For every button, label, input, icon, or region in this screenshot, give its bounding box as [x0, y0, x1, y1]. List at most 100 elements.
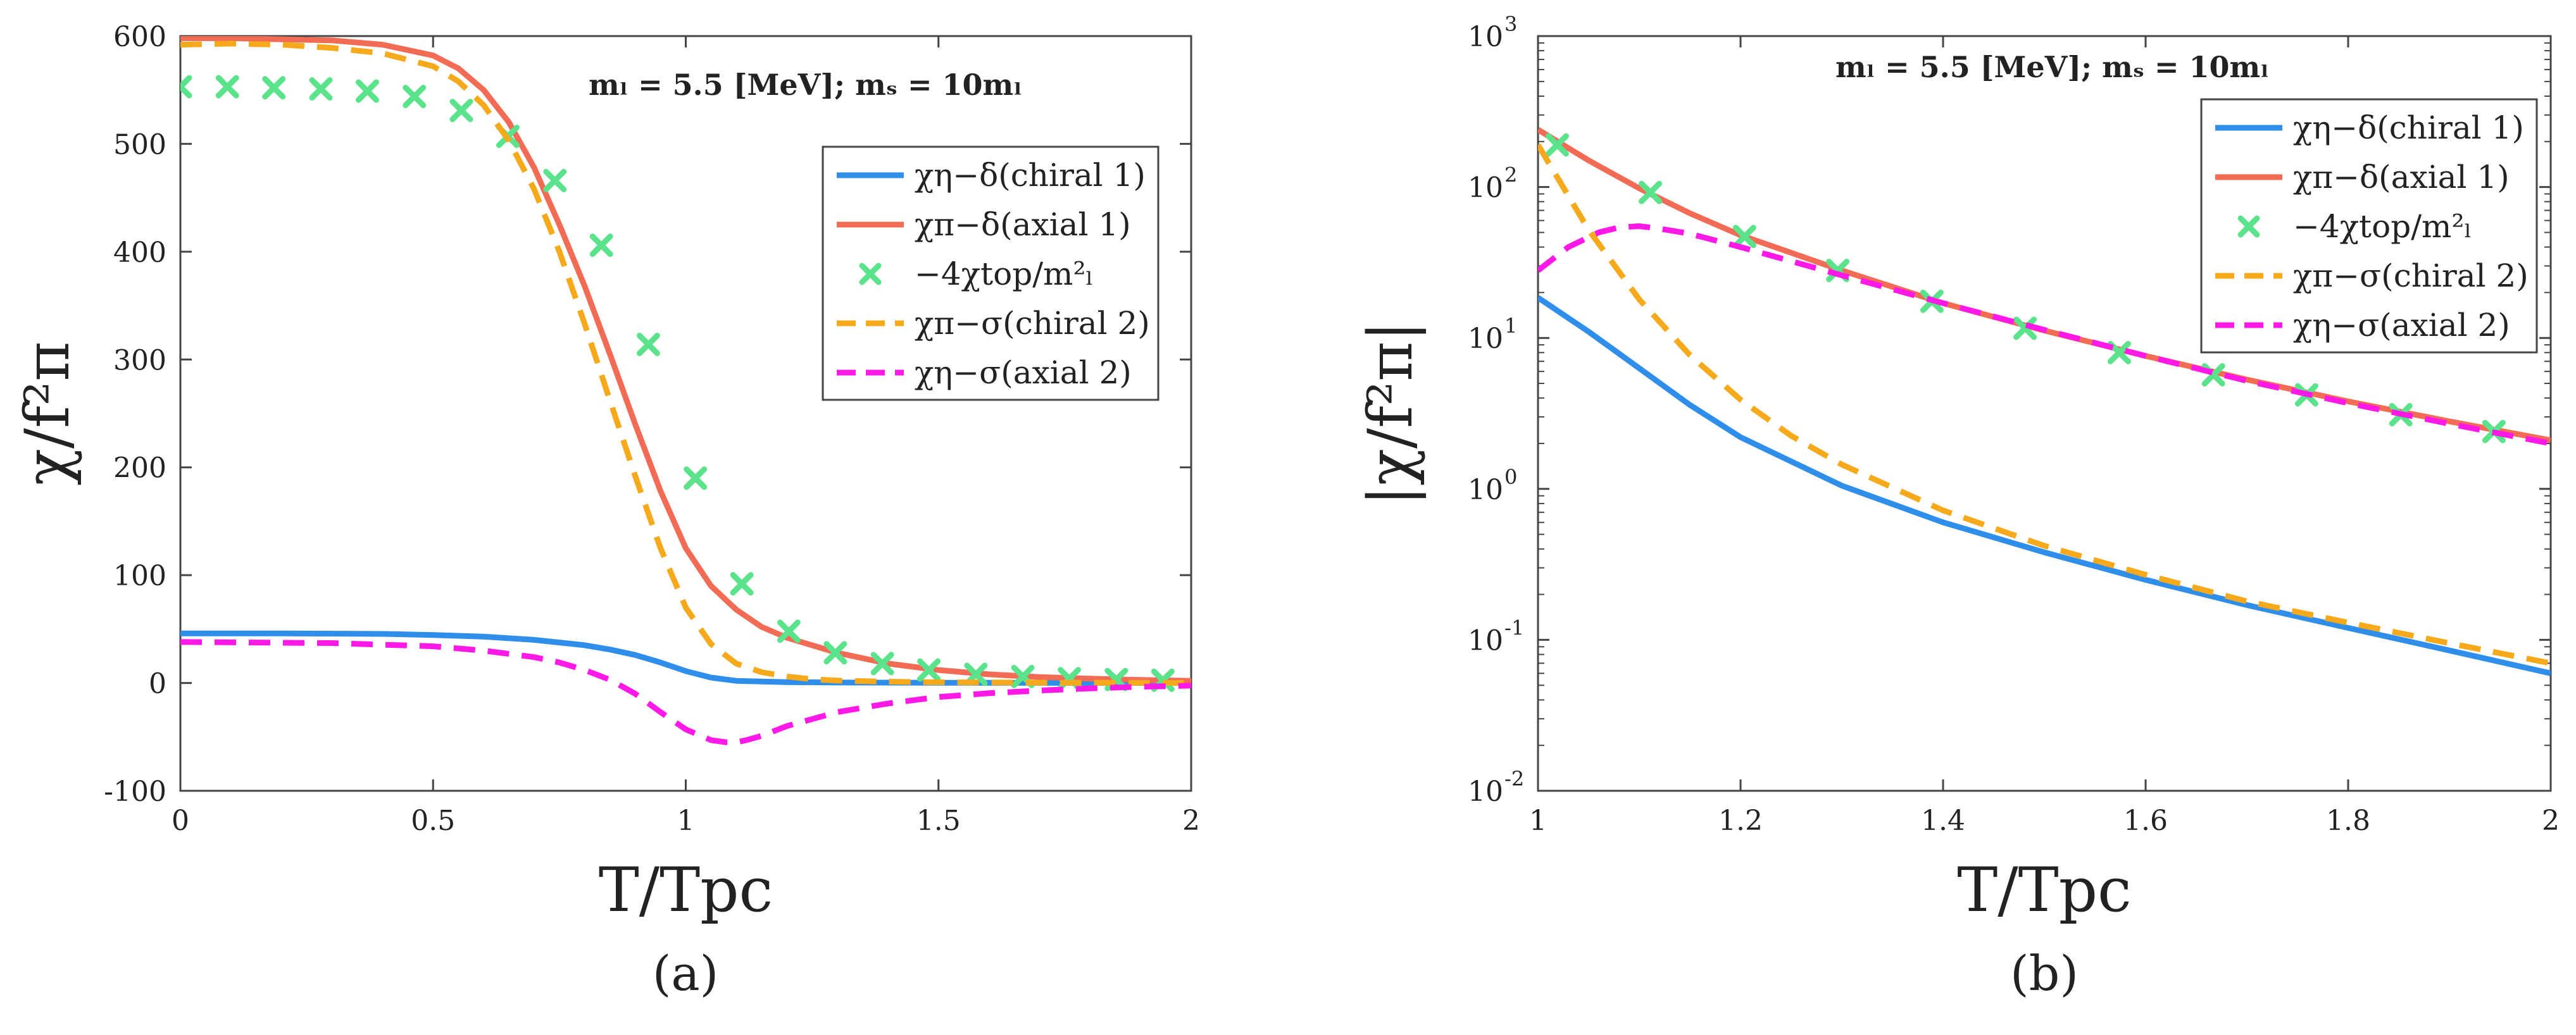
series-line-axial2	[1538, 223, 2551, 447]
y-tick-exponent: 0	[1504, 465, 1517, 489]
x-tick-label: 1	[1529, 805, 1547, 837]
marker-top	[2107, 340, 2131, 364]
panel-label: (b)	[2010, 945, 2079, 1001]
x-tick-label: 1.4	[1921, 805, 1965, 837]
legend-label-chiral2: χπ−σ(chiral 2)	[915, 305, 1150, 342]
marker-top	[543, 168, 567, 192]
marker-top	[636, 332, 660, 356]
y-tick-label: 10	[1468, 323, 1503, 355]
legend: χη−δ(chiral 1) χπ−δ(axial 1) −4χtop/m²ₗ χπ−…	[2200, 98, 2538, 354]
marker-stroke	[1732, 225, 1756, 249]
marker-stroke	[684, 466, 708, 490]
y-tick-exponent: 1	[1504, 314, 1517, 338]
y-tick-label: 10	[1468, 624, 1503, 657]
y-tick-label: 100	[113, 560, 166, 592]
series-line-axial1	[180, 36, 1191, 684]
x-axis-label: T/Tpc	[599, 855, 773, 926]
parameter-annotation: mₗ = 5.5 [MeV]; mₛ = 10mₗ	[1835, 50, 2269, 84]
panel-label: (a)	[653, 945, 719, 1001]
y-tick-label: 400	[113, 237, 166, 269]
marker-top	[823, 641, 847, 665]
legend-label-chiral1: χη−δ(chiral 1)	[915, 157, 1146, 194]
x-tick-label: 0	[172, 805, 189, 837]
marker-top	[589, 233, 613, 257]
series-line-chiral1	[180, 630, 1191, 686]
x-tick-label: 1	[677, 805, 695, 837]
marker-stroke	[917, 658, 941, 682]
x-tick-label: 1.5	[916, 805, 961, 837]
marker-top	[449, 99, 473, 123]
legend-label-top: −4χtop/m²ₗ	[2293, 208, 2472, 245]
marker-stroke	[823, 641, 847, 665]
y-axis-label: χ/f²π	[12, 342, 83, 486]
legend-label-chiral2: χπ−σ(chiral 2)	[2293, 257, 2529, 294]
y-tick-label: -100	[104, 776, 166, 808]
y-tick-exponent: 3	[1504, 12, 1517, 36]
marker-top	[777, 619, 801, 643]
marker-stroke	[730, 572, 754, 596]
marker-stroke	[180, 82, 192, 99]
y-tick-label: 10	[1468, 776, 1503, 808]
series-line-chiral2	[1538, 143, 2551, 666]
y-tick-label: 10	[1468, 172, 1503, 204]
x-tick-label: 2	[1182, 805, 1200, 837]
marker-stroke	[403, 84, 427, 108]
marker-top	[917, 658, 941, 682]
x-tick-label: 2	[2542, 805, 2560, 837]
marker-stroke	[262, 76, 286, 100]
marker-stroke	[589, 233, 613, 257]
x-tick-label: 1.6	[2123, 805, 2168, 837]
y-tick-label: 200	[113, 452, 166, 485]
marker-stroke	[1545, 133, 1569, 157]
legend-swatch-top	[859, 263, 882, 285]
marker-stroke	[355, 79, 379, 103]
y-tick-label: 500	[113, 128, 166, 161]
marker-top	[309, 77, 333, 101]
series-group	[180, 36, 1191, 745]
marker-stroke	[449, 99, 473, 123]
marker-top	[684, 466, 708, 490]
y-tick-label: 600	[113, 21, 166, 53]
marker-stroke	[2201, 363, 2225, 387]
legend-label-axial1: χπ−δ(axial 1)	[915, 206, 1131, 243]
marker-stroke	[180, 75, 192, 91]
parameter-annotation: mₗ = 5.5 [MeV]; mₛ = 10mₗ	[589, 68, 1022, 102]
marker-top	[262, 76, 286, 100]
legend-box	[822, 146, 1160, 401]
marker-top	[403, 84, 427, 108]
marker-stroke	[543, 168, 567, 192]
series-line-chiral2	[180, 40, 1191, 686]
marker-top	[730, 572, 754, 596]
marker-stroke	[777, 619, 801, 643]
marker-top	[215, 75, 239, 99]
marker-stroke	[636, 332, 660, 356]
marker-stroke	[1826, 259, 1850, 283]
marker-top	[1545, 133, 1569, 157]
legend-label-top: −4χtop/m²ₗ	[915, 256, 1094, 292]
legend-label-chiral1: χη−δ(chiral 1)	[2293, 109, 2524, 146]
y-tick-label: 10	[1468, 21, 1503, 53]
y-axis-label: |χ/f²π|	[1355, 321, 1426, 505]
y-tick-label: 300	[113, 344, 166, 376]
y-tick-label: 0	[149, 668, 166, 700]
marker-stroke	[309, 77, 333, 101]
marker-top	[870, 652, 894, 676]
legend-label-axial2: χη−σ(axial 2)	[2293, 307, 2510, 344]
marker-top	[1639, 180, 1663, 204]
x-tick-label: 1.2	[1718, 805, 1763, 837]
legend-label-axial1: χπ−δ(axial 1)	[2293, 159, 2510, 195]
marker-stroke	[2013, 316, 2037, 340]
marker-stroke	[1639, 180, 1663, 204]
marker-top	[2013, 316, 2037, 340]
x-axis-label: T/Tpc	[1957, 855, 2132, 926]
series-line-chiral1	[1538, 295, 2551, 676]
marker-top	[180, 75, 192, 99]
series-line-axial2	[180, 639, 1191, 745]
x-tick-label: 1.8	[2326, 805, 2370, 837]
y-tick-exponent: 2	[1504, 163, 1517, 187]
marker-stroke	[1011, 664, 1035, 688]
